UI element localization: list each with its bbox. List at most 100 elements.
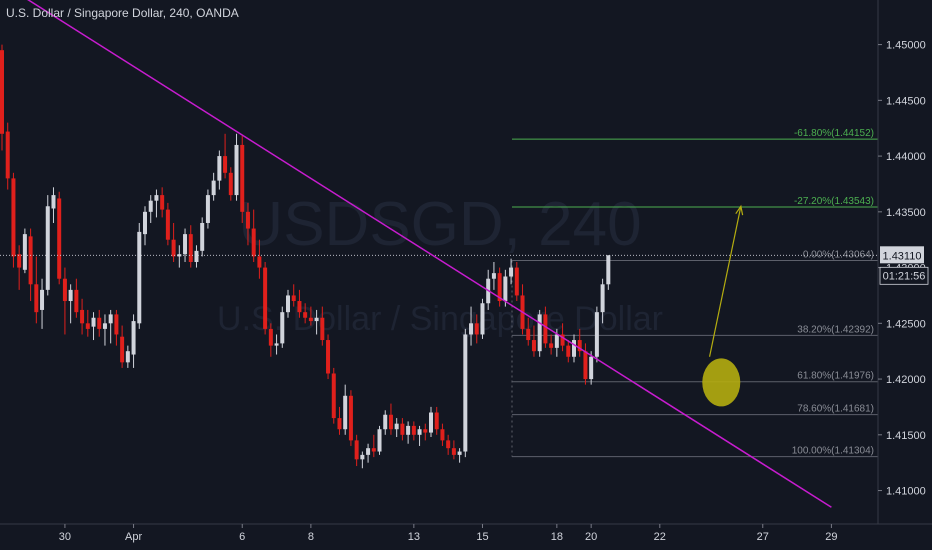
candle-body <box>148 200 153 212</box>
candle-body <box>503 276 508 302</box>
candle-body <box>549 343 554 348</box>
candle-body <box>343 395 348 430</box>
watermark-symbol: USDSGD, 240 <box>238 190 641 259</box>
time-tick-label: 22 <box>654 531 666 543</box>
last-price-badge: 1.43110 01:21:56 <box>879 246 929 285</box>
price-tick-label: 1.41000 <box>886 486 926 498</box>
fib-level-label: -27.20%(1.43543) <box>794 196 874 207</box>
price-tick-label: 1.44500 <box>886 95 926 107</box>
time-axis[interactable]: 30 Apr 6 8 13 15 18 20 22 27 29 <box>0 523 932 550</box>
candle-body <box>583 351 588 380</box>
candle-body <box>320 317 325 341</box>
candle-body <box>274 343 279 346</box>
candle-body <box>314 317 319 322</box>
candle-body <box>114 314 119 335</box>
candle-body <box>120 336 125 363</box>
watermark: USDSGD, 240 U.S. Dollar / Singapore Doll… <box>217 190 663 338</box>
candle-body <box>554 334 559 348</box>
price-tick-label: 1.41500 <box>886 430 926 442</box>
candle-body <box>331 373 336 419</box>
candle-body <box>177 254 182 257</box>
countdown-badge-value: 01:21:56 <box>883 270 926 282</box>
candle-body <box>40 289 45 310</box>
time-tick-label: 30 <box>59 531 71 543</box>
candle-body <box>80 309 85 324</box>
candle-body <box>526 328 531 341</box>
candle-body <box>108 314 113 324</box>
time-tick-label: 27 <box>757 531 769 543</box>
candle-body <box>417 429 422 435</box>
candle-body <box>131 321 136 355</box>
candle-body <box>291 295 296 302</box>
candle-body <box>497 273 502 302</box>
candle-body <box>200 222 205 251</box>
price-tick-label: 1.42500 <box>886 318 926 330</box>
candle-body <box>337 418 342 430</box>
candle-body <box>211 180 216 196</box>
candle-body <box>234 144 239 196</box>
candle-body <box>68 289 73 302</box>
trendline <box>27 0 832 508</box>
projection-arrow-head <box>735 204 744 216</box>
candle-body <box>394 423 399 430</box>
fibonacci-retracement[interactable]: -61.80%(1.44152) -27.20%(1.43543) 0.00%(1.… <box>511 128 878 458</box>
candle-body <box>245 211 250 229</box>
candle-body <box>34 284 39 313</box>
candle-body <box>97 317 102 329</box>
time-tick-label: 6 <box>239 531 245 543</box>
price-tick-label: 1.44000 <box>886 151 926 163</box>
price-badge-value: 1.43110 <box>883 250 922 262</box>
candle-body <box>303 312 308 318</box>
watermark-description: U.S. Dollar / Singapore Dollar <box>217 300 663 338</box>
time-tick-label: 15 <box>476 531 488 543</box>
candle-body <box>434 412 439 430</box>
time-tick-label: Apr <box>125 531 142 543</box>
time-tick-label: 29 <box>825 531 837 543</box>
time-tick-label: 13 <box>408 531 420 543</box>
candle-body <box>257 256 262 268</box>
candle-body <box>509 267 514 277</box>
candle-body <box>474 323 479 335</box>
candle-body <box>491 273 496 279</box>
fib-level-label: 0.00%(1.43064) <box>803 249 874 260</box>
candle-body <box>286 295 290 313</box>
candle-body <box>51 195 56 209</box>
candle-body <box>91 317 96 327</box>
fib-level-label: -61.80%(1.44152) <box>794 128 874 139</box>
candle-body <box>572 340 576 357</box>
candle-body <box>594 312 599 357</box>
candle-body <box>371 448 376 452</box>
candle-body <box>85 323 90 329</box>
candle-body <box>223 156 228 173</box>
candle-body <box>360 454 365 460</box>
candle-body <box>125 351 130 363</box>
chart-title: U.S. Dollar / Singapore Dollar, 240, OAN… <box>6 6 239 20</box>
price-badge-bg <box>880 246 924 264</box>
candle-body <box>354 440 359 460</box>
candle-body <box>469 323 474 335</box>
time-tick-label: 8 <box>308 531 314 543</box>
fib-level-label: 78.60%(1.41681) <box>797 404 874 415</box>
price-tick-label: 1.45000 <box>886 40 926 52</box>
candle-body <box>440 429 445 441</box>
candle-body <box>205 195 210 223</box>
highlight-ellipse <box>702 358 741 407</box>
candle-body <box>406 425 411 435</box>
candle-body <box>537 314 542 352</box>
candle-body <box>5 131 10 179</box>
fib-level-label: 61.80%(1.41976) <box>797 371 874 382</box>
candle-body <box>531 340 536 352</box>
candle-body <box>62 278 67 302</box>
candle-body <box>560 334 565 346</box>
candle-body <box>251 228 256 257</box>
candle-body <box>0 50 4 134</box>
candle-body <box>383 414 388 430</box>
candle-body <box>143 211 147 235</box>
drawings[interactable] <box>0 0 878 508</box>
candle-body <box>102 323 107 329</box>
candle-body <box>280 312 285 344</box>
candle-body <box>165 209 170 240</box>
candle-body <box>171 239 176 257</box>
